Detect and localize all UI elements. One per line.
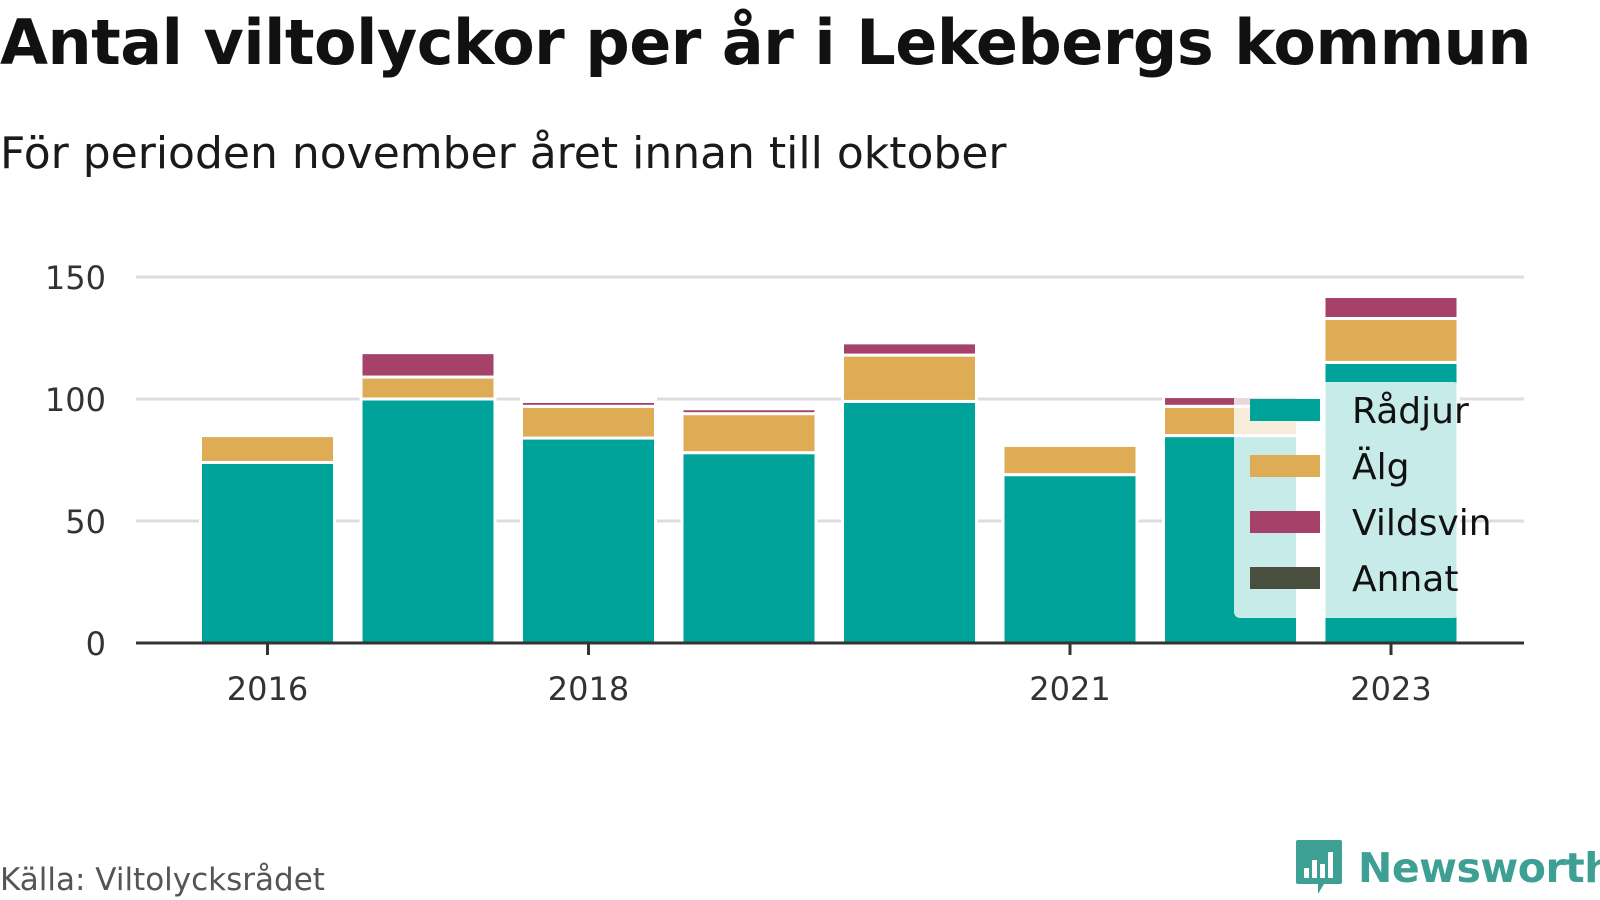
legend-box <box>1234 382 1460 618</box>
x-tick-label: 2016 <box>227 670 308 708</box>
bar-segment-2019-rådjur <box>680 451 818 645</box>
bar-segment-2019-vildsvin <box>680 407 818 416</box>
legend-swatch-rådjur <box>1250 399 1320 421</box>
legend-label-vildsvin: Vildsvin <box>1352 503 1492 544</box>
bar-segment-2018-annat <box>520 397 657 403</box>
bar-segment-2019-älg <box>680 412 818 455</box>
bar-segment-2016-rådjur <box>199 460 336 645</box>
legend: Rådjur Älg Vildsvin Annat <box>1234 382 1492 618</box>
y-tick-label: 50 <box>65 503 106 541</box>
legend-swatch-annat <box>1250 567 1320 589</box>
bar-segment-2020-älg <box>841 353 978 403</box>
y-tick-label: 0 <box>86 625 106 663</box>
legend-swatch-älg <box>1250 455 1320 477</box>
bar-segment-2020-vildsvin <box>841 341 978 357</box>
source-note: Källa: Viltolycksrådet <box>0 862 325 898</box>
bar-segment-2016-älg <box>199 434 336 464</box>
bar-segment-2017-rådjur <box>359 397 497 645</box>
legend-label-älg: Älg <box>1352 446 1409 488</box>
brand-name: Newsworthy <box>1358 844 1600 892</box>
chart-title: Antal viltolyckor per år i Lekebergs kom… <box>0 6 1531 79</box>
y-tick-label: 150 <box>45 259 106 297</box>
y-axis-ticks: 0 50 100 150 <box>45 259 106 663</box>
bar-segment-2017-älg <box>359 375 497 401</box>
bar-segment-2021-älg <box>1001 443 1139 477</box>
bar-segment-2018-rådjur <box>520 436 657 645</box>
chart-subtitle: För perioden november året innan till ok… <box>0 128 1007 179</box>
bar-segment-2023-älg <box>1322 316 1460 364</box>
x-tick-label: 2018 <box>548 670 629 708</box>
bar-segment-2021-rådjur <box>1001 473 1139 645</box>
legend-label-annat: Annat <box>1352 559 1458 600</box>
bar-segment-2018-älg <box>520 404 657 440</box>
y-tick-label: 100 <box>45 381 106 419</box>
x-axis: 2016 2018 2021 2023 <box>136 641 1524 708</box>
bar-segment-2020-rådjur <box>841 399 978 645</box>
bar-segment-2017-vildsvin <box>359 351 497 379</box>
x-tick-label: 2021 <box>1029 670 1110 708</box>
newsworthy-chart-icon <box>1296 840 1342 894</box>
bar-segment-2023-vildsvin <box>1322 295 1460 320</box>
x-tick-label: 2023 <box>1350 670 1431 708</box>
legend-swatch-vildsvin <box>1250 511 1320 533</box>
bar-segment-2021-vildsvin <box>1001 441 1139 447</box>
legend-label-rådjur: Rådjur <box>1352 391 1469 432</box>
brand-logo: Newsworthy <box>1294 838 1600 898</box>
